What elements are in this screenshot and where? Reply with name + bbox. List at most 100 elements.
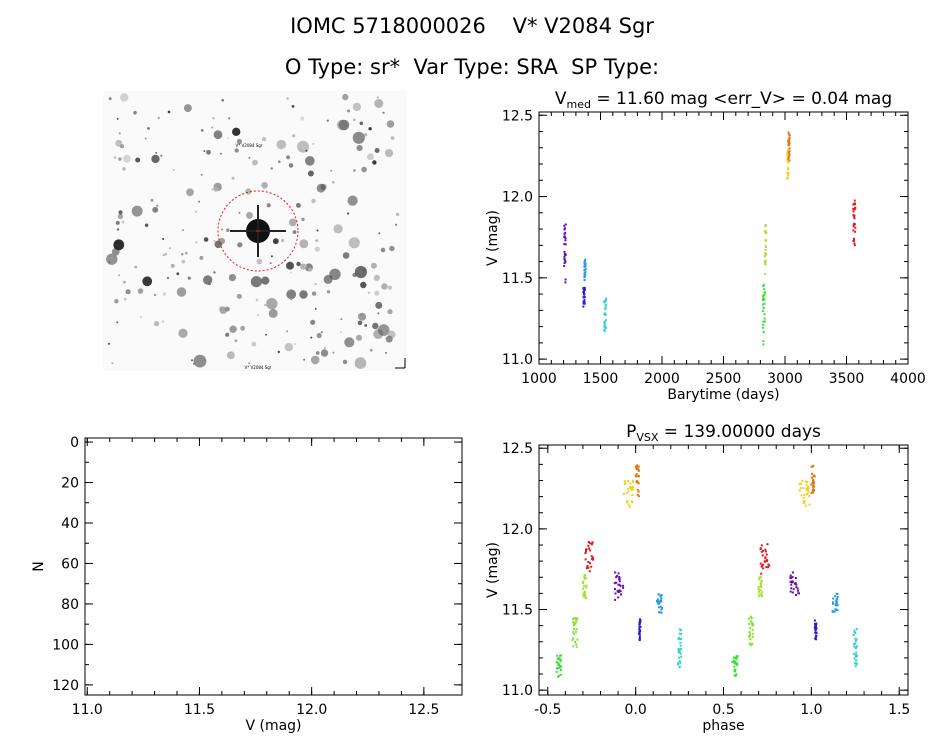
star [176,272,180,276]
data-point [660,594,663,597]
data-point [575,618,578,621]
data-point [572,618,575,621]
star [211,126,214,129]
data-point [836,609,839,612]
data-point [583,261,586,264]
data-point [574,617,577,620]
data-point [638,626,641,629]
data-point [792,588,795,591]
data-point [749,643,752,646]
data-point [680,655,683,658]
data-point [584,552,587,555]
star [315,351,320,355]
data-point [852,229,855,232]
star [123,297,127,301]
data-point [812,464,815,467]
star [316,183,326,193]
data-point [757,595,760,598]
star [144,137,147,140]
data-point [632,479,635,482]
data-point [582,305,585,308]
data-point [680,632,682,635]
data-point [853,629,856,632]
data-point [660,607,663,609]
data-point [564,223,567,226]
data-point [604,306,607,309]
data-point [629,482,632,485]
data-point [748,633,751,636]
star [162,238,165,240]
star [236,138,242,145]
data-point [733,674,736,677]
data-point [749,638,752,641]
data-point [603,328,606,331]
data-point [584,594,587,597]
plot-title: Vmed = 11.60 mag <err_V> = 0.04 mag [555,89,892,111]
data-point [760,572,763,575]
data-point [813,485,816,488]
data-point [748,635,751,638]
data-point [835,599,838,602]
data-point [585,584,588,587]
data-point [635,466,638,469]
data-point [802,487,805,490]
star [347,109,351,113]
data-point [588,547,591,550]
star [312,142,315,145]
star [389,245,395,252]
data-point [583,595,585,598]
data-point [751,635,754,638]
chart-subtitle: O Type: sr* Var Type: SRA SP Type: [284,55,660,79]
data-point [563,250,566,253]
data-point [760,586,762,588]
data-point [762,297,765,300]
star [120,93,129,102]
star [261,182,268,189]
data-point [614,598,617,601]
data-point [556,661,559,664]
data-point [590,555,593,558]
star [370,262,377,269]
data-point [806,488,809,491]
star [252,159,258,166]
data-point [735,673,738,676]
star [167,110,171,114]
data-point [631,488,634,491]
star [395,223,398,226]
data-point [731,660,734,663]
data-point [790,576,792,579]
plot-frame [538,444,909,696]
data-point [679,641,682,644]
data-point [658,601,661,604]
data-point [638,636,641,639]
data-point [628,505,631,508]
data-point [788,159,791,162]
data-point [677,662,680,665]
data-point [748,623,751,625]
data-point [757,588,760,591]
data-point [632,480,635,483]
data-point [836,604,839,607]
data-point [791,576,794,579]
data-point [592,556,594,559]
data-point [854,665,857,668]
star [316,229,319,232]
data-point [583,273,586,276]
star [307,170,314,177]
data-point [834,595,836,598]
star [387,309,393,315]
star [292,230,297,235]
star [344,337,355,348]
data-point [802,500,805,503]
data-point [563,228,566,231]
star [356,144,363,152]
data-point [571,638,574,641]
data-point [635,479,638,482]
star [272,238,279,245]
data-point [637,495,640,498]
data-point [603,325,606,328]
data-point [735,662,738,665]
data-point [605,319,607,322]
data-point [617,572,620,575]
data-point [803,500,806,503]
